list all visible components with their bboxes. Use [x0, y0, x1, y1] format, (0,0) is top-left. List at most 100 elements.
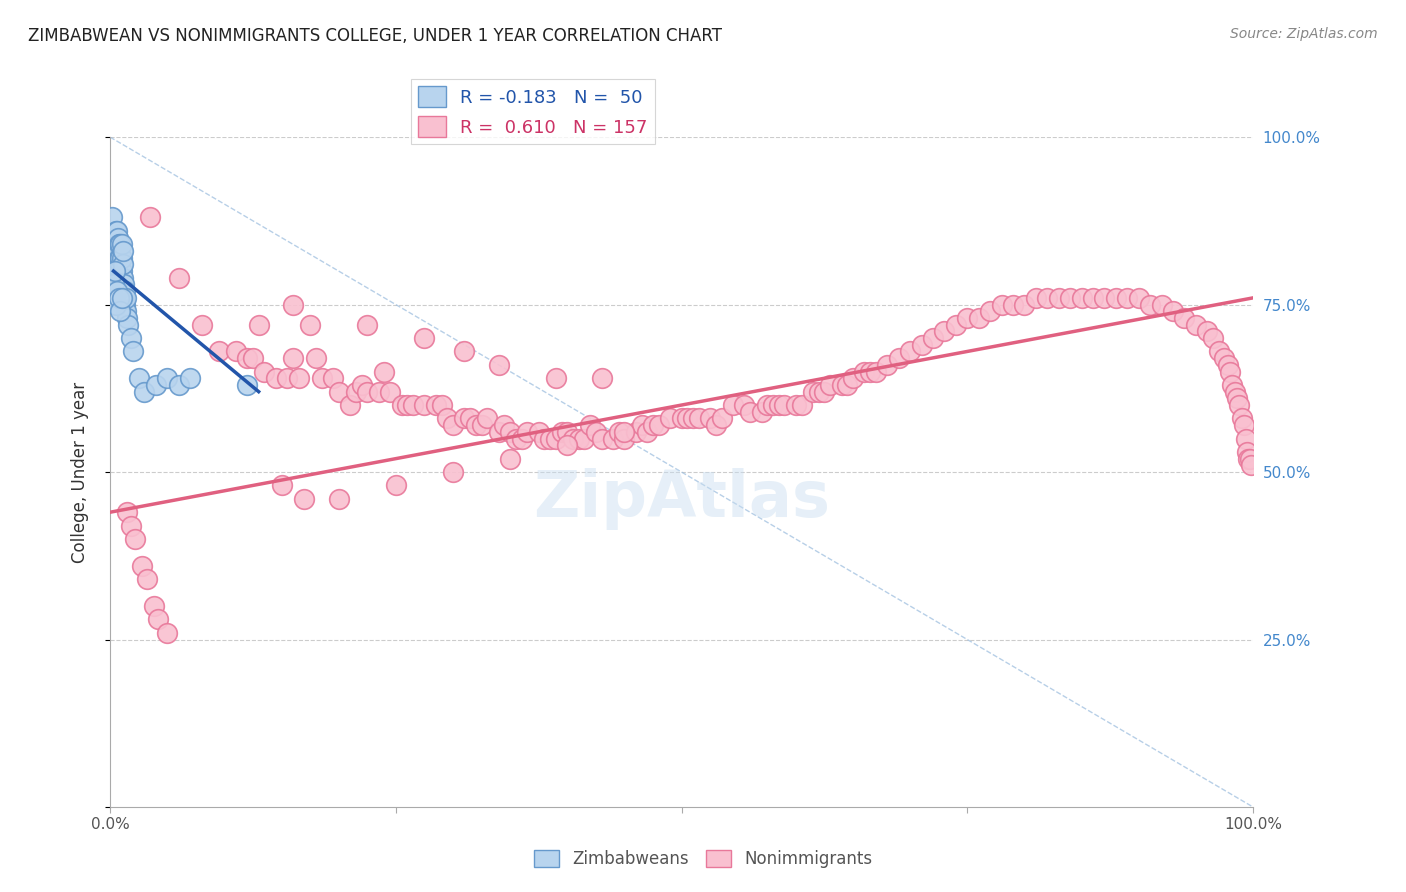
Point	[762, 398, 785, 412]
Point	[555, 438, 578, 452]
Point	[831, 378, 853, 392]
Point	[436, 411, 458, 425]
Point	[117, 318, 139, 332]
Text: ZIMBABWEAN VS NONIMMIGRANTS COLLEGE, UNDER 1 YEAR CORRELATION CHART: ZIMBABWEAN VS NONIMMIGRANTS COLLEGE, UND…	[28, 27, 723, 45]
Point	[367, 384, 389, 399]
Point	[1081, 291, 1104, 305]
Point	[156, 625, 179, 640]
Point	[464, 418, 486, 433]
Point	[402, 398, 425, 412]
Point	[733, 398, 755, 412]
Point	[156, 371, 179, 385]
Point	[756, 398, 779, 412]
Point	[636, 425, 658, 439]
Point	[110, 257, 132, 271]
Point	[128, 371, 150, 385]
Point	[499, 425, 522, 439]
Point	[373, 365, 395, 379]
Point	[356, 384, 378, 399]
Point	[1239, 451, 1261, 466]
Point	[430, 398, 453, 412]
Point	[385, 478, 408, 492]
Point	[544, 371, 567, 385]
Point	[111, 244, 134, 258]
Point	[107, 230, 129, 244]
Point	[505, 432, 527, 446]
Point	[568, 432, 591, 446]
Point	[236, 378, 259, 392]
Point	[135, 572, 157, 586]
Point	[413, 331, 436, 345]
Point	[179, 371, 201, 385]
Point	[682, 411, 704, 425]
Point	[105, 284, 128, 298]
Point	[574, 432, 596, 446]
Point	[527, 425, 550, 439]
Point	[110, 304, 132, 318]
Point	[103, 230, 125, 244]
Legend: Zimbabweans, Nonimmigrants: Zimbabweans, Nonimmigrants	[527, 843, 879, 875]
Point	[441, 465, 464, 479]
Point	[242, 351, 264, 366]
Point	[1234, 432, 1257, 446]
Point	[842, 371, 865, 385]
Point	[1213, 351, 1236, 366]
Point	[391, 398, 413, 412]
Point	[115, 304, 138, 318]
Point	[659, 411, 682, 425]
Point	[1227, 398, 1250, 412]
Point	[111, 257, 134, 271]
Point	[1161, 304, 1184, 318]
Point	[146, 612, 169, 626]
Point	[613, 425, 636, 439]
Point	[865, 365, 887, 379]
Point	[1219, 365, 1241, 379]
Point	[270, 478, 292, 492]
Point	[1173, 310, 1195, 325]
Point	[1226, 392, 1249, 406]
Legend: R = -0.183   N =  50, R =  0.610   N = 157: R = -0.183 N = 50, R = 0.610 N = 157	[412, 79, 655, 145]
Point	[111, 270, 134, 285]
Point	[499, 451, 522, 466]
Point	[110, 237, 132, 252]
Point	[108, 237, 131, 252]
Point	[934, 324, 956, 338]
Point	[236, 351, 259, 366]
Point	[1236, 445, 1258, 459]
Point	[1070, 291, 1092, 305]
Point	[114, 297, 136, 311]
Point	[1001, 297, 1024, 311]
Point	[607, 425, 630, 439]
Point	[281, 351, 304, 366]
Point	[533, 432, 555, 446]
Point	[167, 270, 190, 285]
Point	[1230, 411, 1253, 425]
Point	[1185, 318, 1208, 332]
Point	[328, 384, 350, 399]
Point	[591, 432, 613, 446]
Point	[1105, 291, 1128, 305]
Point	[276, 371, 298, 385]
Point	[131, 558, 153, 573]
Point	[350, 378, 373, 392]
Point	[876, 358, 898, 372]
Point	[110, 291, 132, 305]
Point	[104, 224, 127, 238]
Point	[1059, 291, 1081, 305]
Point	[510, 432, 533, 446]
Point	[477, 411, 499, 425]
Point	[115, 291, 138, 305]
Point	[441, 418, 464, 433]
Point	[647, 418, 669, 433]
Point	[344, 384, 367, 399]
Point	[110, 277, 132, 292]
Point	[516, 425, 538, 439]
Point	[979, 304, 1001, 318]
Point	[287, 371, 309, 385]
Point	[837, 378, 859, 392]
Point	[112, 277, 135, 292]
Point	[281, 297, 304, 311]
Point	[773, 398, 796, 412]
Point	[413, 398, 436, 412]
Point	[768, 398, 790, 412]
